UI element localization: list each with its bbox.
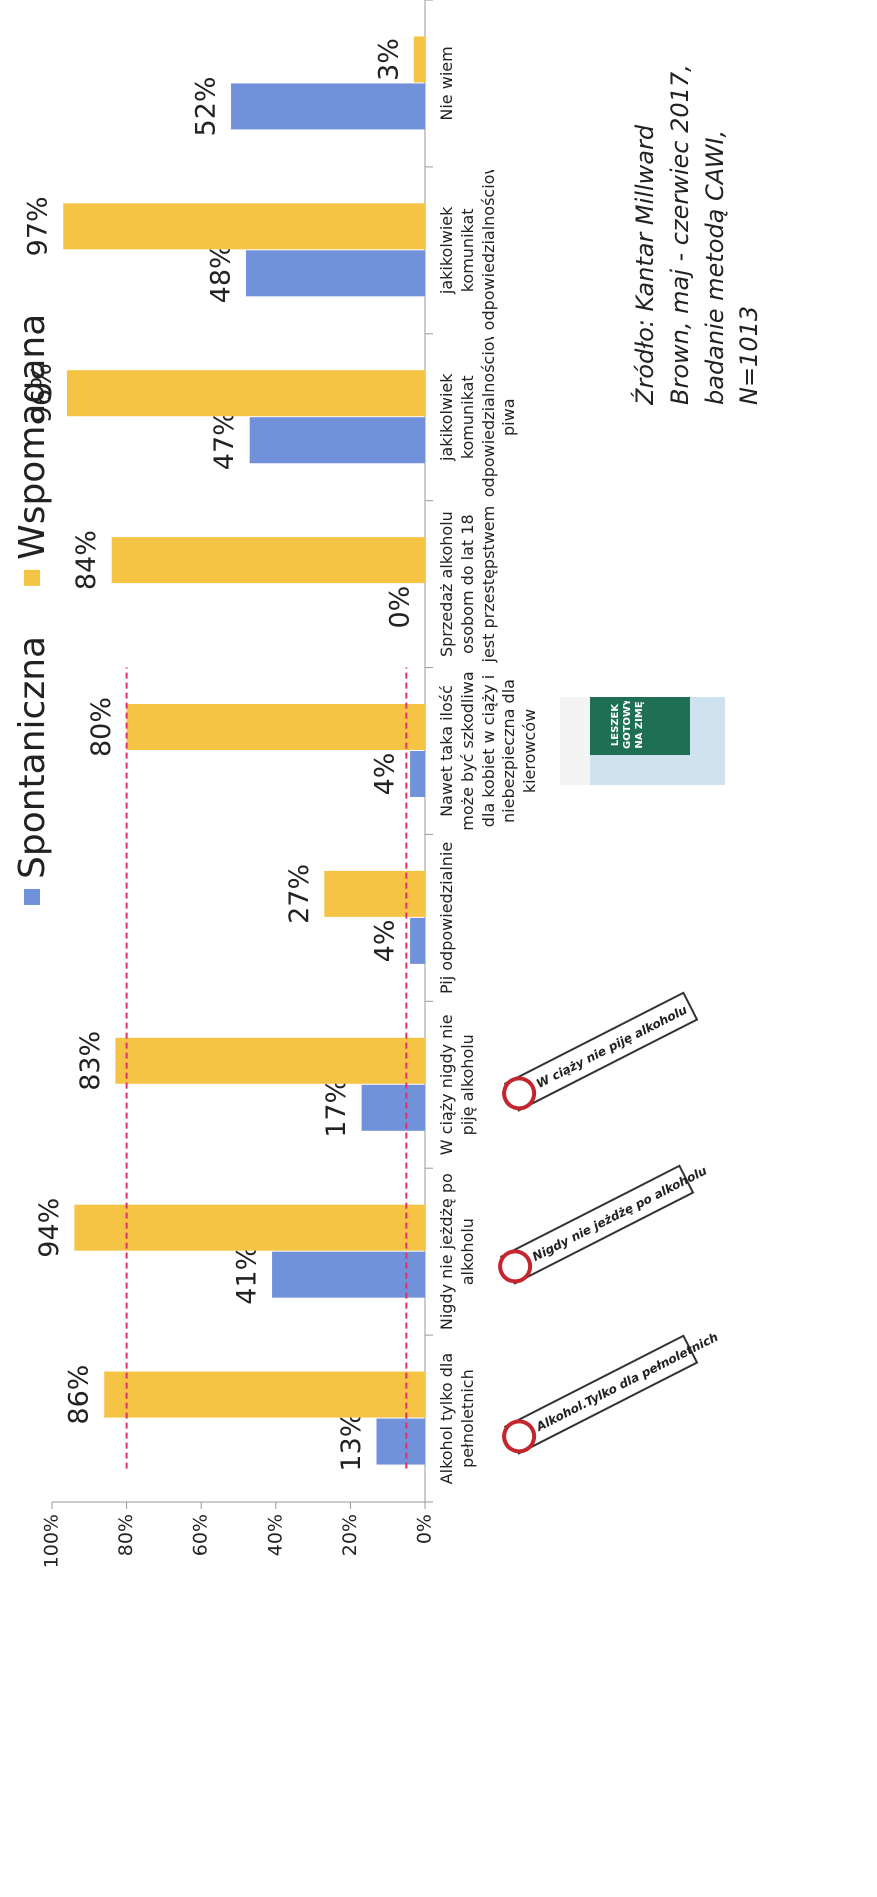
x-tick-label: Alkohol tylko dla pełnoletnich xyxy=(437,1352,477,1485)
y-tick-label: 20% xyxy=(339,1514,361,1556)
y-tick-label: 60% xyxy=(190,1514,212,1556)
x-tick-label-box: Sprzedaż alkoholu osobom do lat 18 jest … xyxy=(437,505,498,663)
value-label: 17% xyxy=(321,1078,352,1138)
bar xyxy=(376,1418,426,1465)
x-tick-label-box: Nie wiem xyxy=(437,46,456,121)
bar xyxy=(361,1084,425,1131)
poster-band xyxy=(590,697,690,755)
value-label: 41% xyxy=(232,1245,263,1305)
value-label: 86% xyxy=(64,1365,95,1425)
bar xyxy=(111,537,426,584)
bar xyxy=(249,417,425,464)
legend-swatch xyxy=(24,889,40,905)
value-label: 96% xyxy=(26,363,57,423)
value-label: 13% xyxy=(336,1412,367,1472)
poster-text-box: LESZEK GOTOWY NA ZIMĘ xyxy=(610,701,645,749)
bar xyxy=(104,1371,425,1418)
value-label: 52% xyxy=(191,76,222,136)
poster-strip xyxy=(560,697,590,785)
badge-icon xyxy=(502,1419,537,1454)
x-tick-label-box: Nawet taka ilość może być szkodliwa dla … xyxy=(437,671,540,831)
bar xyxy=(63,203,425,250)
bar xyxy=(74,1204,425,1251)
x-tick-label: jakikolwiek komunikat odpowiedzialnościo… xyxy=(437,170,498,331)
bar xyxy=(115,1037,425,1084)
x-tick-label: Nigdy nie jeżdżę po alkoholu xyxy=(437,1173,477,1331)
legend-label: Spontaniczna xyxy=(12,636,53,879)
x-tick-label-box: Pij odpowiedzialnie xyxy=(437,841,456,994)
value-label: 27% xyxy=(284,864,315,924)
value-label: 0% xyxy=(385,586,416,629)
y-tick-label: 40% xyxy=(264,1514,286,1556)
y-tick-label: 0% xyxy=(414,1514,436,1544)
x-tick-label: Sprzedaż alkoholu osobom do lat 18 jest … xyxy=(437,505,498,663)
legend-label: Wspomagana xyxy=(12,314,53,560)
legend-swatch xyxy=(24,569,40,586)
value-label: 4% xyxy=(370,919,401,962)
x-tick-label-box: jakikolwiek komunikat odpowiedzialnościo… xyxy=(437,337,519,498)
y-tick-label: 100% xyxy=(41,1514,63,1568)
y-tick-label: 80% xyxy=(115,1514,137,1556)
bar xyxy=(231,83,425,130)
value-label: 3% xyxy=(373,38,404,81)
bar xyxy=(410,751,425,797)
value-label: 48% xyxy=(205,243,236,303)
x-tick-label: Pij odpowiedzialnie xyxy=(437,841,456,994)
value-label: 94% xyxy=(34,1198,65,1258)
rotated-chart: 0% 20% 40% 60% 80% 100% 13% 86% Alkohol tylko dl… xyxy=(12,0,758,1568)
x-tick-label: jakikolwiek komunikat odpowiedzialnościo… xyxy=(437,337,519,498)
badge-icon xyxy=(498,1249,533,1284)
value-label: 84% xyxy=(71,530,102,590)
bar xyxy=(410,917,425,964)
x-tick-label: Nie wiem xyxy=(437,46,456,121)
poster: LESZEK GOTOWY NA ZIMĘ xyxy=(560,697,725,785)
x-tick-label: W ciąży nigdy nie piję alkoholu xyxy=(437,1014,477,1156)
source-note-box: Źródło: Kantar Millward Brown, maj - cze… xyxy=(631,64,758,405)
bar xyxy=(126,704,425,750)
source-note: Źródło: Kantar Millward Brown, maj - cze… xyxy=(631,64,758,405)
poster-text: LESZEK GOTOWY NA ZIMĘ xyxy=(610,701,645,749)
value-label: 4% xyxy=(370,753,401,796)
value-label: 80% xyxy=(86,697,117,757)
x-tick-label: Nawet taka ilość może być szkodliwa dla … xyxy=(437,671,540,831)
bar xyxy=(324,870,426,917)
value-label: 97% xyxy=(23,196,54,256)
value-label: 47% xyxy=(209,410,240,470)
bar xyxy=(413,36,425,83)
badge-icon xyxy=(502,1076,537,1111)
x-tick-label-box: jakikolwiek komunikat odpowiedzialnościo… xyxy=(437,170,498,331)
bar xyxy=(66,370,425,417)
bar xyxy=(245,250,425,297)
bar xyxy=(272,1251,425,1298)
value-label: 83% xyxy=(75,1031,106,1091)
